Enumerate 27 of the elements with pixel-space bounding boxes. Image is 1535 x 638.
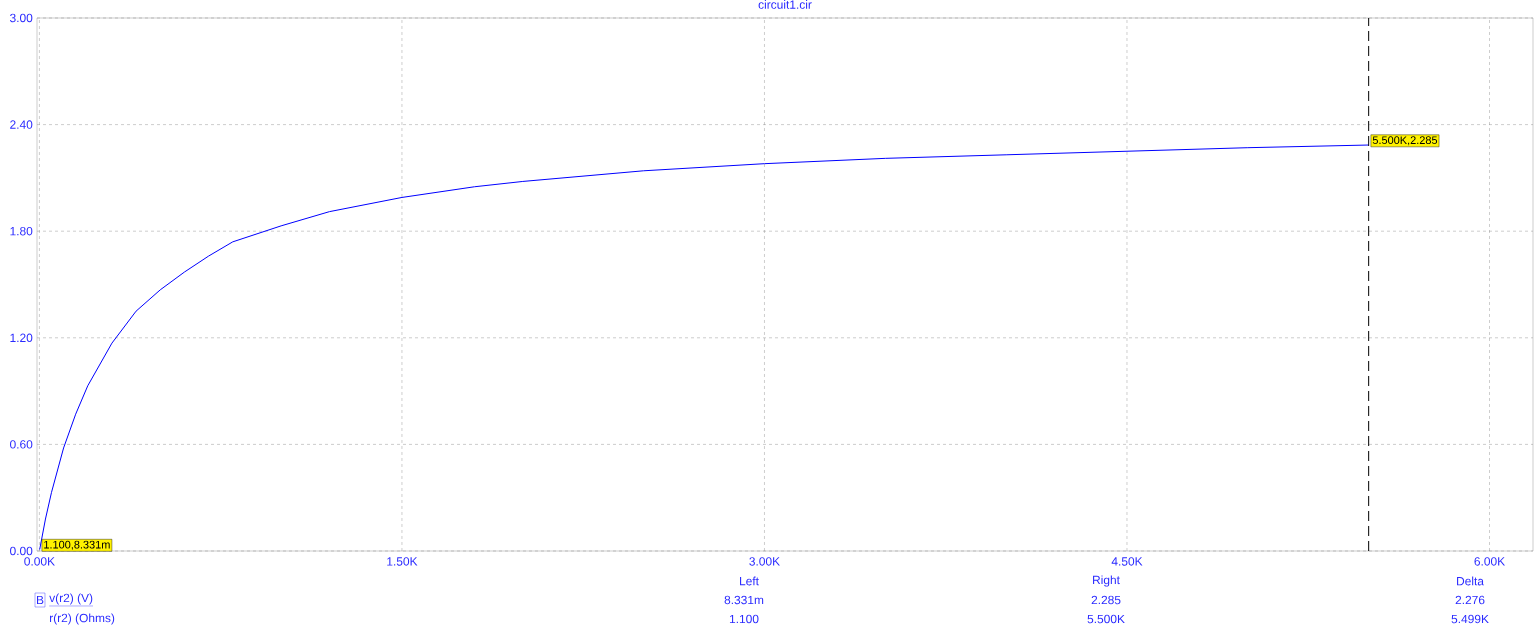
text: 2.285 — [1091, 595, 1121, 605]
text: 8.331m — [724, 595, 764, 605]
text: v(r2) (V) — [49, 593, 93, 605]
x-tick-label: 3.00K — [749, 557, 780, 566]
y-tick-label: 0.60 — [10, 440, 33, 449]
text: Left — [740, 576, 759, 586]
x-tick-label: 0.00K — [24, 557, 55, 566]
y-tick-label: 3.00 — [10, 13, 33, 23]
y-tick-label: 1.80 — [10, 226, 33, 236]
text: Delta — [1457, 576, 1484, 586]
x-axis-title: r(r2) (Ohms) — [50, 613, 115, 625]
line-series — [39, 144, 1370, 551]
chart-title: circuit1.cir — [758, 0, 812, 9]
text: B — [37, 595, 44, 605]
annotation: 5.500K,2.285 — [1372, 136, 1438, 146]
y-tick-label: 2.40 — [10, 120, 33, 129]
y-tick-label: 1.20 — [10, 333, 33, 343]
text: 2.276 — [1455, 595, 1485, 605]
text: 5.500K — [1087, 614, 1125, 624]
y-tick-label: 0.00 — [10, 546, 33, 556]
text: 5.499K — [1451, 614, 1489, 624]
x-tick-label: 6.00K — [1474, 557, 1505, 566]
x-tick-label: 4.50K — [1111, 557, 1143, 566]
text: 1.100 — [729, 614, 759, 624]
x-tick-label: 1.50K — [387, 557, 418, 566]
text: Right — [1093, 575, 1120, 587]
annotation: 1.100,8.331m — [44, 540, 110, 550]
